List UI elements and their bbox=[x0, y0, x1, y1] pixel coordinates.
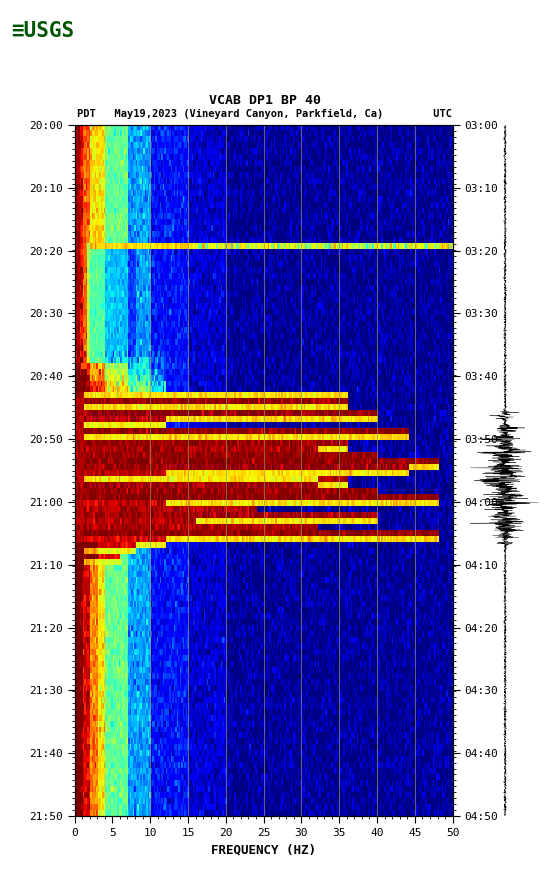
Text: VCAB DP1 BP 40: VCAB DP1 BP 40 bbox=[209, 95, 321, 107]
Text: ≡USGS: ≡USGS bbox=[11, 21, 74, 41]
X-axis label: FREQUENCY (HZ): FREQUENCY (HZ) bbox=[211, 844, 316, 856]
Text: PDT   May19,2023 (Vineyard Canyon, Parkfield, Ca)        UTC: PDT May19,2023 (Vineyard Canyon, Parkfie… bbox=[77, 109, 453, 120]
